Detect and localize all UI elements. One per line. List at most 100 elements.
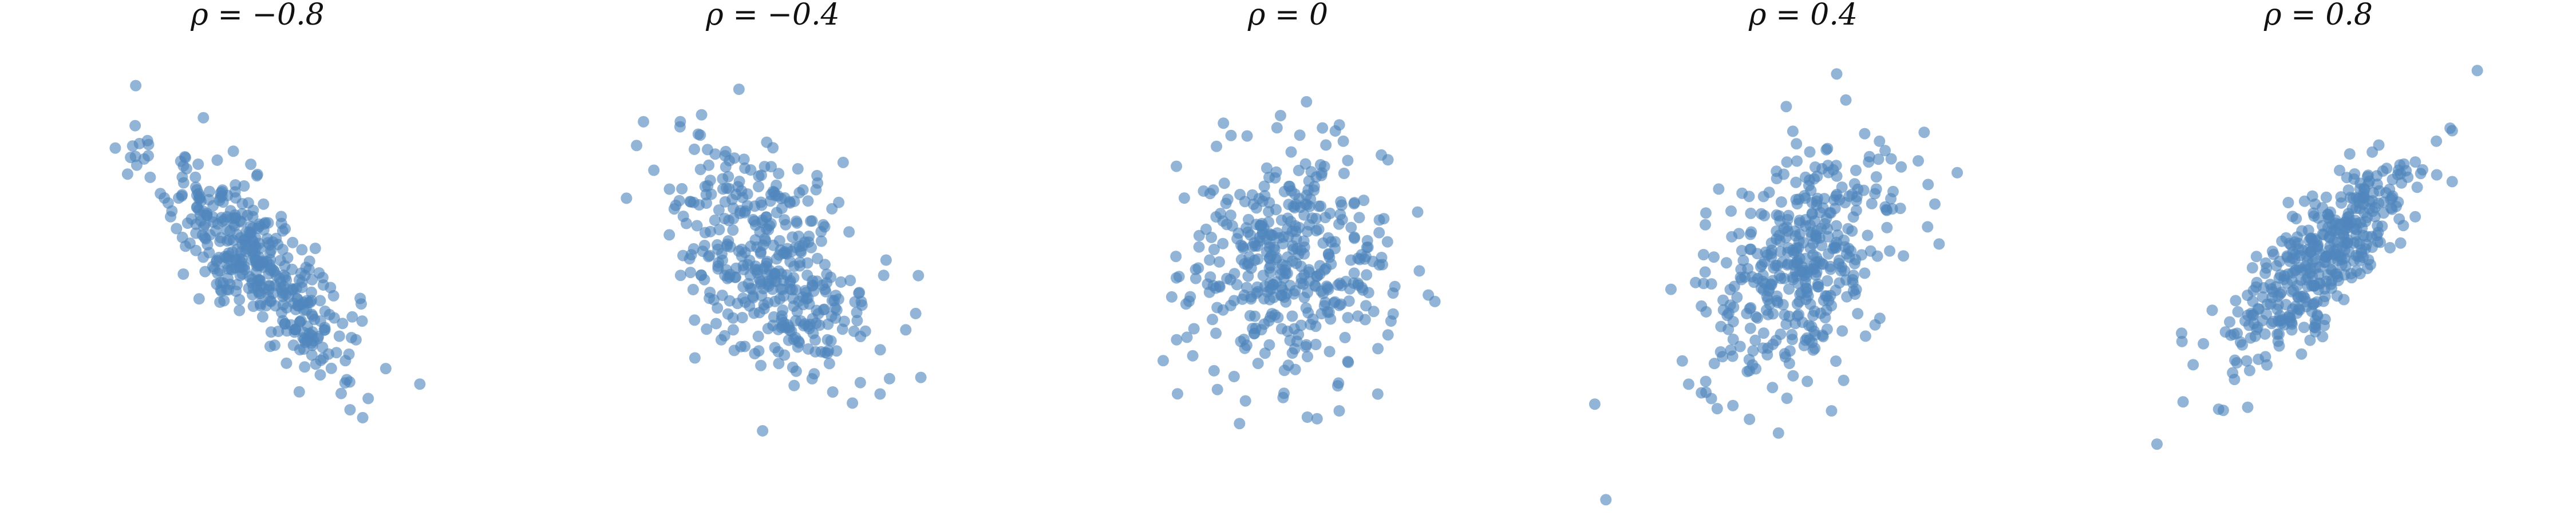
panel-title: ρ = 0.4 (1749, 0, 1858, 32)
scatter-point (1858, 184, 1870, 196)
scatter-point (1181, 331, 1193, 343)
scatter-point (1247, 199, 1259, 210)
scatter-point (1763, 187, 1775, 199)
scatter-point (1744, 322, 1756, 334)
scatter-point (341, 374, 353, 386)
scatter-point (1208, 365, 1220, 377)
scatter-point (2259, 328, 2271, 340)
scatter-point (2446, 176, 2458, 188)
scatter-point (2290, 300, 2302, 312)
scatter-point (2232, 306, 2244, 318)
scatter-point (2305, 232, 2317, 244)
scatter-point (1778, 223, 1790, 235)
scatter-point (1708, 251, 1720, 263)
scatter-point (797, 184, 809, 196)
scatter-point (1294, 129, 1306, 141)
scatter-point (756, 169, 767, 181)
scatter-point (1843, 251, 1855, 263)
scatter-point (1811, 171, 1823, 182)
scatter-point (1773, 270, 1785, 282)
scatter-point (2293, 292, 2305, 304)
scatter-point (1589, 398, 1601, 410)
scatter-point (1764, 298, 1776, 310)
scatter-point (1744, 303, 1756, 315)
scatter-point (835, 276, 847, 288)
scatter-point (1745, 243, 1757, 255)
scatter-point (2354, 268, 2366, 280)
scatter-point (1188, 323, 1200, 335)
scatter-point (197, 112, 210, 124)
scatter-point (266, 263, 278, 275)
scatter-point (822, 318, 834, 330)
scatter-point (1245, 291, 1257, 303)
scatter-plot (1589, 68, 1963, 506)
scatter-point (1241, 130, 1253, 142)
scatter-point (2366, 241, 2378, 253)
scatter-point (1793, 308, 1805, 320)
scatter-point (1271, 122, 1283, 134)
scatter-point (1258, 293, 1270, 305)
scatter-point (1252, 253, 1264, 265)
scatter-point (2234, 336, 2246, 348)
scatter-point (1833, 258, 1845, 270)
scatter-point (346, 332, 357, 343)
scatter-point (1342, 312, 1354, 324)
scatter-point (287, 236, 299, 248)
scatter-point (1320, 139, 1332, 151)
scatter-point (761, 257, 773, 269)
scatter-point (1257, 270, 1269, 282)
scatter-point (2242, 290, 2254, 301)
scatter-point (224, 205, 236, 217)
scatter-point (2387, 173, 2399, 185)
scatter-point (1192, 262, 1204, 274)
scatter-point (1333, 119, 1345, 131)
scatter-point (1239, 395, 1251, 407)
scatter-point (177, 160, 189, 172)
scatter-point (810, 184, 822, 196)
scatter-point (631, 140, 643, 152)
scatter-point (1761, 349, 1773, 360)
scatter-panel-1: ρ = −0.8 (0, 0, 515, 515)
scatter-point (733, 84, 745, 95)
scatter-point (1852, 308, 1864, 320)
scatter-point (773, 168, 785, 180)
scatter-point (1360, 300, 1372, 312)
scatter-point (2377, 165, 2389, 177)
scatter-point (1697, 249, 1709, 260)
scatter-point (2302, 272, 2314, 284)
scatter-point (1880, 204, 1893, 216)
scatter-point (2409, 156, 2421, 168)
scatter-point (1699, 266, 1711, 278)
scatter-point (2224, 316, 2235, 328)
scatter-point (674, 270, 686, 282)
scatter-point (1211, 302, 1223, 314)
scatter-point (1289, 363, 1301, 375)
scatter-point (2286, 211, 2298, 223)
scatter-point (1809, 342, 1821, 354)
scatter-point (1206, 231, 1218, 243)
scatter-point (1274, 110, 1286, 121)
scatter-point (772, 346, 784, 358)
scatter-point (787, 284, 798, 296)
scatter-point (1782, 247, 1793, 259)
scatter-point (121, 168, 133, 180)
scatter-point (2358, 191, 2370, 203)
scatter-point (1725, 205, 1737, 217)
scatter-point (854, 377, 866, 389)
scatter-point (831, 304, 843, 316)
scatter-point (2332, 255, 2344, 267)
scatter-point (144, 171, 156, 183)
scatter-point (1849, 288, 1861, 300)
scatter-point (1838, 374, 1850, 386)
scatter-point (831, 345, 843, 357)
scatter-point (2395, 237, 2407, 249)
scatter-point (2344, 192, 2356, 204)
scatter-point (1752, 272, 1764, 284)
scatter-point (883, 373, 895, 385)
scatter-point (2253, 353, 2265, 365)
scatter-point (848, 325, 860, 337)
scatter-point (749, 200, 761, 212)
scatter-point (1301, 411, 1313, 423)
scatter-point (267, 287, 279, 299)
